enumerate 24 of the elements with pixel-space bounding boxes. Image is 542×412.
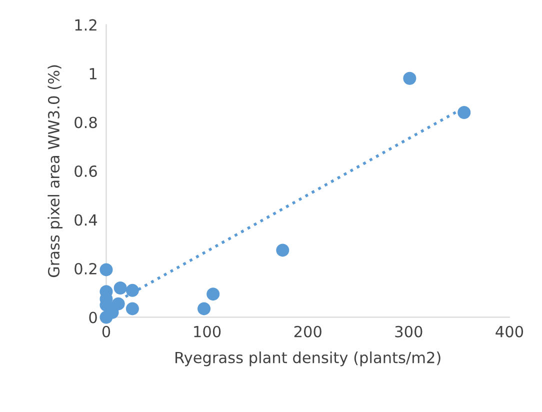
y-tick-label: 0	[89, 312, 97, 324]
point	[458, 106, 471, 119]
y-tick-label: 0.2	[74, 262, 96, 275]
point	[276, 244, 290, 257]
y-tick-label: 0.4	[74, 214, 98, 226]
point	[114, 281, 127, 294]
y-tick-label: 0.8	[74, 116, 97, 128]
x-tick-label: 300	[395, 326, 422, 338]
point	[100, 263, 113, 276]
y-axis-title: Grass pixel area WW3.0 (%)	[48, 65, 62, 278]
x-tick-label: 200	[294, 326, 322, 338]
point	[126, 284, 139, 297]
point	[198, 302, 211, 316]
x-tick-label: 400	[496, 326, 524, 338]
y-tick-label: 1	[90, 68, 96, 80]
point	[403, 72, 416, 85]
y-tick-label: 1.2	[75, 19, 96, 31]
y-tick-label: 0.6	[74, 165, 97, 177]
x-axis-title: Ryegrass plant density (plants/m2)	[176, 351, 440, 366]
x-tick-label: 0	[102, 326, 110, 338]
point	[112, 297, 125, 310]
point	[206, 288, 220, 301]
x-tick-label: 100	[194, 326, 221, 338]
point	[126, 302, 139, 316]
